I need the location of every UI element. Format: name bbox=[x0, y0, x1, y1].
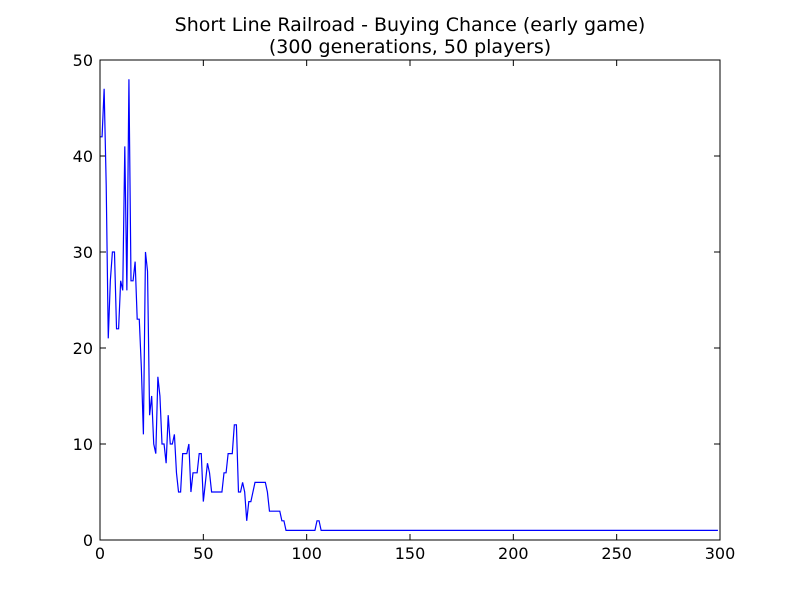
axis-tick-labels: 0 50 100 150 200 250 300 0 10 20 30 40 50 bbox=[73, 51, 736, 563]
chart-subtitle: (300 generations, 50 players) bbox=[269, 36, 551, 58]
plot-frame bbox=[99, 59, 721, 541]
x-tick-label: 300 bbox=[705, 544, 736, 563]
y-tick-label: 20 bbox=[73, 339, 93, 358]
y-tick-label: 30 bbox=[73, 243, 93, 262]
x-tick-label: 50 bbox=[193, 544, 213, 563]
y-tick-label: 0 bbox=[83, 531, 93, 550]
x-tick-label: 0 bbox=[95, 544, 105, 563]
y-tick-label: 40 bbox=[73, 147, 93, 166]
x-tick-label: 150 bbox=[395, 544, 426, 563]
y-tick-label: 10 bbox=[73, 435, 93, 454]
series-line bbox=[100, 79, 718, 532]
plot-area bbox=[100, 60, 720, 540]
x-tick-label: 100 bbox=[291, 544, 322, 563]
chart-title: Short Line Railroad - Buying Chance (ear… bbox=[175, 14, 646, 36]
y-tick-label: 50 bbox=[73, 51, 93, 70]
x-tick-label: 250 bbox=[601, 544, 632, 563]
x-tick-label: 200 bbox=[498, 544, 529, 563]
